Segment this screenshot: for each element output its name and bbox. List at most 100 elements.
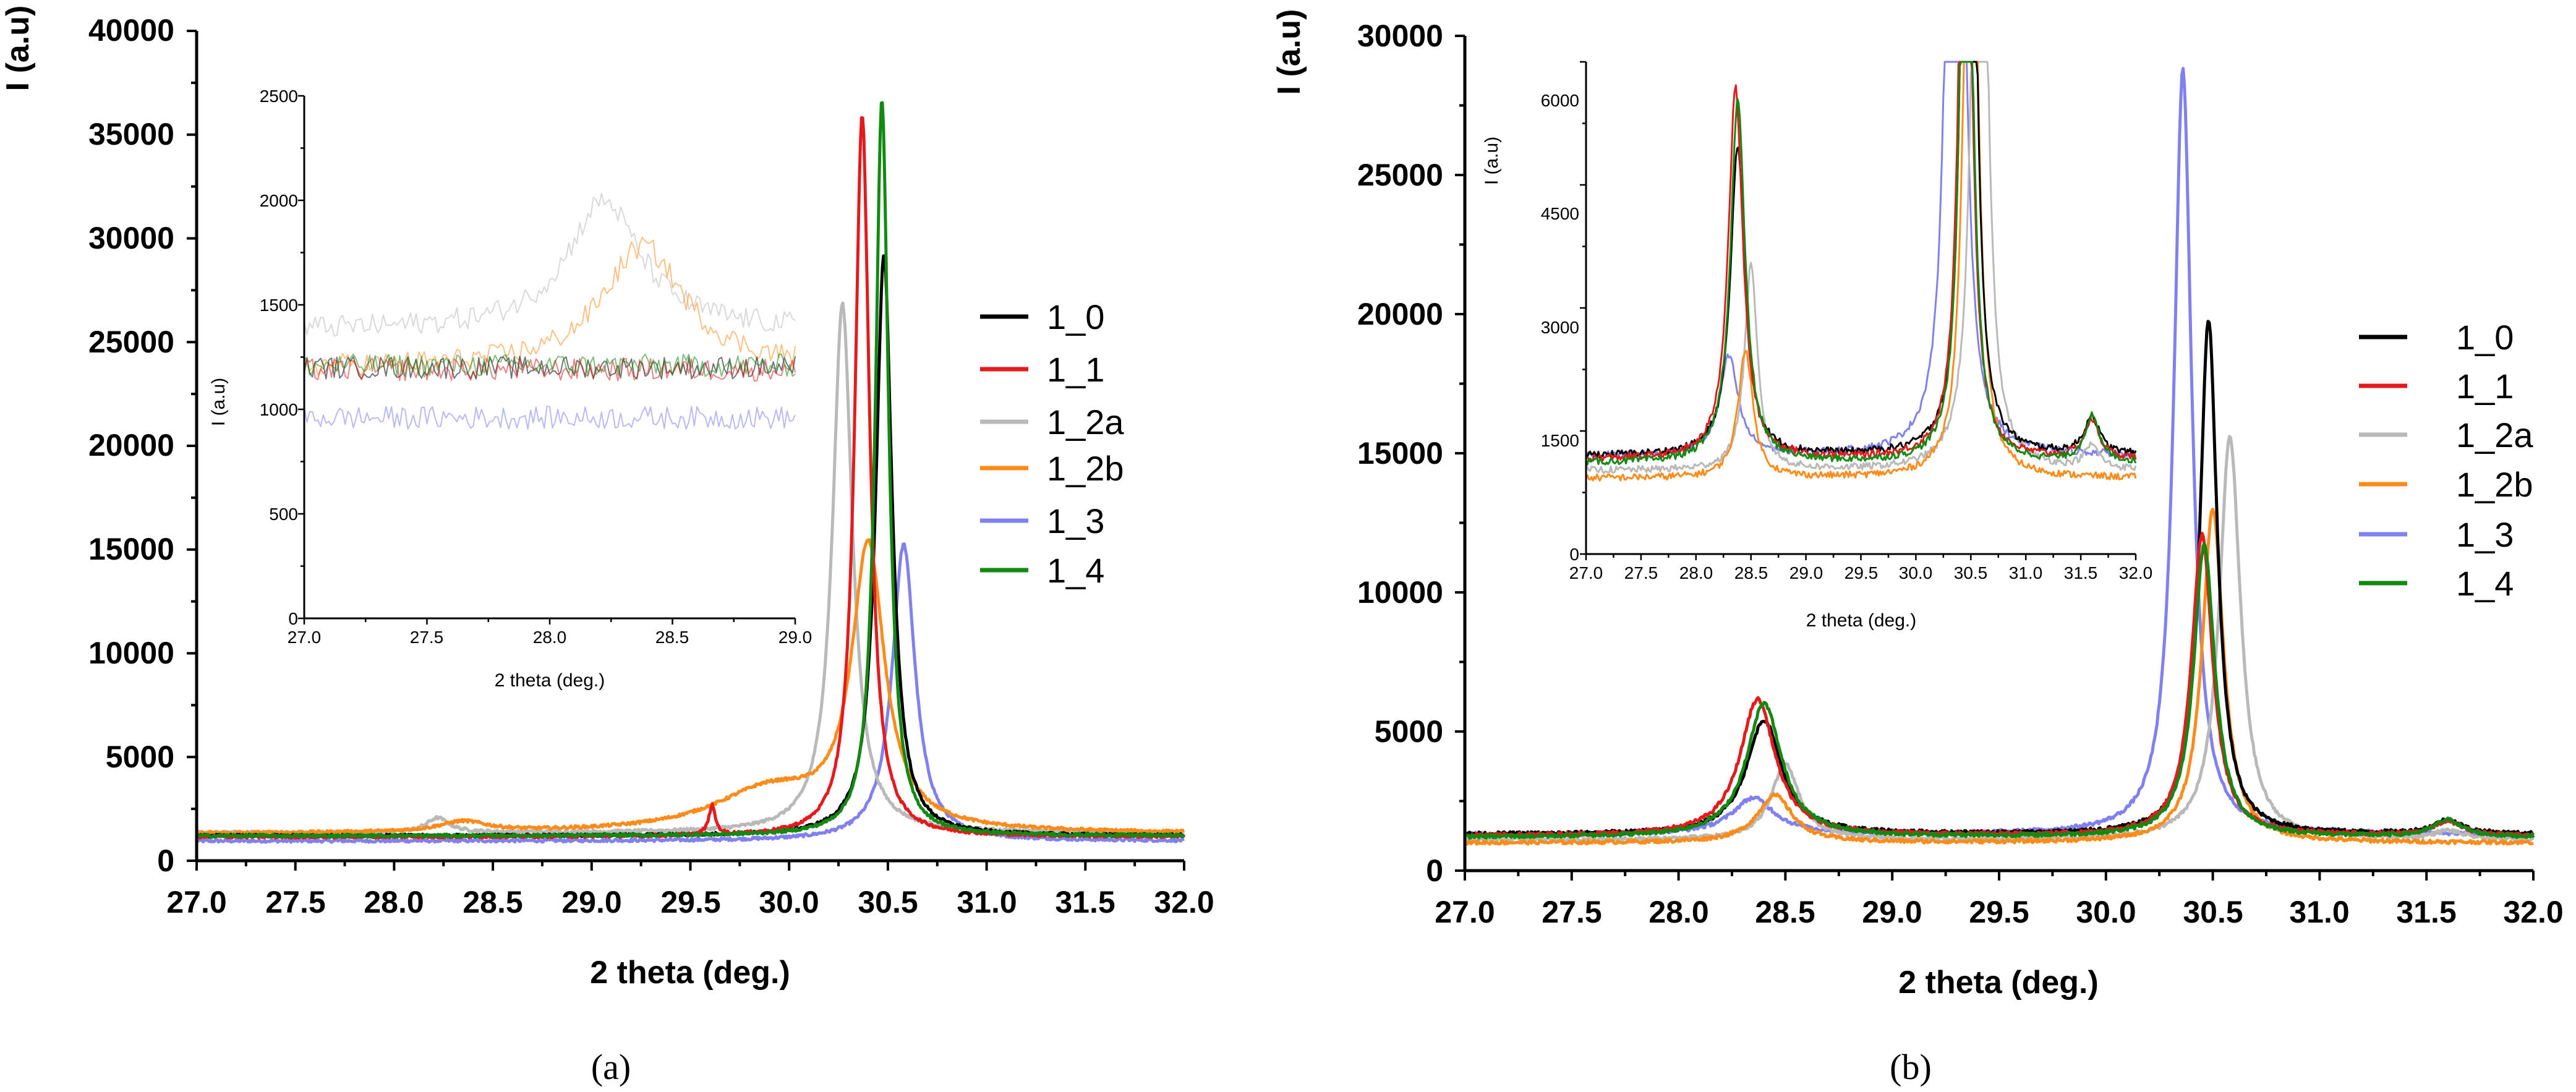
panel-a-inset-y-tick-label: 1500	[260, 296, 298, 315]
panel-a-x-tick-label: 31.5	[1055, 885, 1115, 919]
panel-a-ticks	[187, 30, 1185, 871]
panel-b-inset-y-tick-label: 6000	[1541, 91, 1579, 110]
series-line-1_2b	[1585, 61, 2137, 482]
series-line-1_2a	[304, 192, 796, 337]
panel-a-inset-x-tick-label: 27.5	[410, 628, 444, 647]
panel-a-x-tick-label: 28.5	[463, 885, 522, 919]
series-line-1_0	[1585, 61, 2137, 459]
series-line-1_4	[1585, 61, 2137, 466]
panel-b-ticks	[1455, 35, 2535, 881]
series-line-1_4	[196, 101, 1185, 839]
legend-label-1_2b: 1_2b	[1047, 449, 1124, 488]
panel-a-inset-x-tick-label: 27.0	[288, 628, 322, 647]
series-line-1_2b	[1463, 508, 2534, 846]
panel-b-legend: 1_0 1_1 1_2a 1_2b 1_3 1_4	[2359, 318, 2533, 603]
panel-a-inset-y-tick-label: 2500	[260, 87, 298, 106]
panel-b-plot-area	[1463, 67, 2535, 846]
panel-a-inset-plot-area	[304, 192, 796, 430]
panel-b-x-tick-label: 29.5	[1969, 895, 2029, 929]
panel-a-label: (a)	[591, 1047, 631, 1087]
panel-a-inset-y-tick-labels: 0 500 1000 1500 2000 2500	[260, 87, 298, 628]
panel-b-inset-x-tick-label: 27.5	[1624, 563, 1658, 582]
series-line-1_1	[1585, 61, 2137, 462]
panel-b-inset-x-tick-labels: 27.0 27.5 28.0 28.5 29.0 29.5 30.0 30.5 …	[1569, 563, 2153, 582]
panel-a-inset-y-tick-label: 2000	[260, 191, 298, 210]
panel-a-y-tick-label: 5000	[106, 740, 174, 774]
panel-b-inset-x-tick-label: 27.0	[1569, 563, 1603, 582]
series-line-1_4	[1464, 542, 2535, 840]
panel-b-inset-y-axis-label: I (a.u)	[1482, 137, 1502, 185]
panel-a-x-tick-label: 30.0	[759, 885, 819, 919]
panel-b-x-tick-label: 30.5	[2183, 895, 2243, 929]
legend-label-1_2a: 1_2a	[2456, 416, 2533, 454]
panel-b-inset-x-tick-label: 30.5	[1954, 563, 1988, 582]
panel-a-x-tick-label: 31.0	[957, 885, 1017, 919]
panel-b-y-tick-label: 30000	[1357, 19, 1443, 53]
legend-label-1_0: 1_0	[2456, 318, 2514, 357]
panel-b-y-axis-label: I (a.u)	[1271, 9, 1307, 95]
panel-b-inset-x-tick-label: 28.5	[1734, 563, 1768, 582]
legend-label-1_2b: 1_2b	[2456, 465, 2533, 504]
panel-b-y-tick-label: 0	[1426, 853, 1443, 888]
legend-label-1_1: 1_1	[1047, 350, 1104, 389]
legend-label-1_2a: 1_2a	[1047, 403, 1124, 441]
legend-label-1_1: 1_1	[2456, 367, 2514, 406]
legend-label-1_0: 1_0	[1047, 297, 1104, 336]
panel-b-x-tick-label: 31.0	[2289, 895, 2349, 929]
series-line-1_2a	[195, 301, 1185, 835]
panel-a-y-tick-label: 0	[157, 843, 174, 878]
panel-b-x-tick-label: 28.5	[1755, 895, 1815, 929]
panel-b-inset-x-tick-label: 31.0	[2009, 563, 2043, 582]
panel-b-inset-y-tick-label: 4500	[1541, 204, 1579, 223]
panel-a-x-tick-label: 29.0	[561, 885, 621, 919]
panel-a-x-tick-label: 30.5	[858, 885, 918, 919]
panel-a-y-tick-labels: 0 5000 10000 15000 20000 25000 30000 350…	[88, 13, 174, 878]
panel-b-inset: 0 1500 3000 4500 6000 27.0 27.5 28.0 28.…	[1482, 61, 2153, 631]
panel-b-inset-ticks	[1580, 61, 2137, 560]
series-line-1_0	[304, 356, 796, 380]
panel-a-x-tick-labels: 27.0 27.5 28.0 28.5 29.0 29.5 30.0 30.5 …	[166, 885, 1214, 919]
panel-b-y-tick-label: 10000	[1357, 575, 1443, 610]
series-line-1_2b	[304, 236, 796, 376]
panel-a-y-tick-label: 15000	[88, 532, 174, 566]
panel-b-inset-x-axis-label: 2 theta (deg.)	[1806, 610, 1916, 631]
panel-a-y-tick-label: 30000	[88, 221, 174, 255]
series-line-1_3	[1585, 61, 2137, 459]
panel-b-x-tick-label: 28.0	[1648, 895, 1708, 929]
panel-a-x-tick-label: 28.0	[364, 885, 424, 919]
series-line-1_3	[304, 406, 796, 430]
panel-b-inset-y-tick-label: 3000	[1541, 318, 1579, 337]
panel-a-inset-y-tick-label: 500	[269, 505, 298, 524]
series-line-1_3	[195, 542, 1185, 844]
panel-b-x-tick-label: 27.5	[1542, 895, 1601, 929]
panel-a-y-tick-label: 20000	[88, 428, 174, 463]
legend-label-1_4: 1_4	[1047, 551, 1104, 590]
panel-b-y-tick-label: 25000	[1357, 158, 1443, 192]
panel-b-inset-y-tick-label: 0	[1569, 545, 1579, 564]
panel-a-x-tick-label: 29.5	[660, 885, 720, 919]
panel-b-label: (b)	[1890, 1047, 1932, 1087]
panel-a-inset-x-axis-label: 2 theta (deg.)	[495, 670, 605, 691]
series-line-1_2b	[196, 538, 1185, 836]
panel-b-y-tick-label: 20000	[1357, 297, 1443, 331]
panel-b-x-tick-labels: 27.0 27.5 28.0 28.5 29.0 29.5 30.0 30.5 …	[1435, 895, 2563, 929]
panel-a-y-axis-label: I (a.u)	[0, 6, 36, 92]
panel-a-x-tick-label: 32.0	[1154, 885, 1214, 919]
panel-a-x-tick-label: 27.0	[166, 885, 226, 919]
panel-a-inset: 0 500 1000 1500 2000 2500 27.0 27.5 28.0…	[208, 87, 812, 691]
panel-a-y-tick-label: 40000	[88, 13, 174, 48]
panel-a-inset-x-tick-label: 28.5	[655, 628, 689, 647]
panel-a-inset-x-tick-label: 29.0	[778, 628, 812, 647]
panel-a-x-axis-label: 2 theta (deg.)	[590, 955, 790, 991]
panel-a-y-tick-label: 35000	[88, 117, 174, 151]
panel-b-inset-x-tick-label: 30.0	[1899, 563, 1933, 582]
legend-label-1_3: 1_3	[1047, 501, 1104, 540]
panel-a-y-tick-label: 25000	[88, 325, 174, 359]
panel-a-inset-ticks	[298, 95, 796, 625]
series-line-1_4	[304, 353, 796, 377]
panel-b: 0 5000 10000 15000 20000 25000 30000 27.…	[1271, 9, 2564, 1087]
panel-a-plot-area	[195, 101, 1185, 844]
panel-a-inset-y-tick-label: 1000	[260, 400, 298, 419]
panel-b-x-tick-label: 30.0	[2076, 895, 2136, 929]
